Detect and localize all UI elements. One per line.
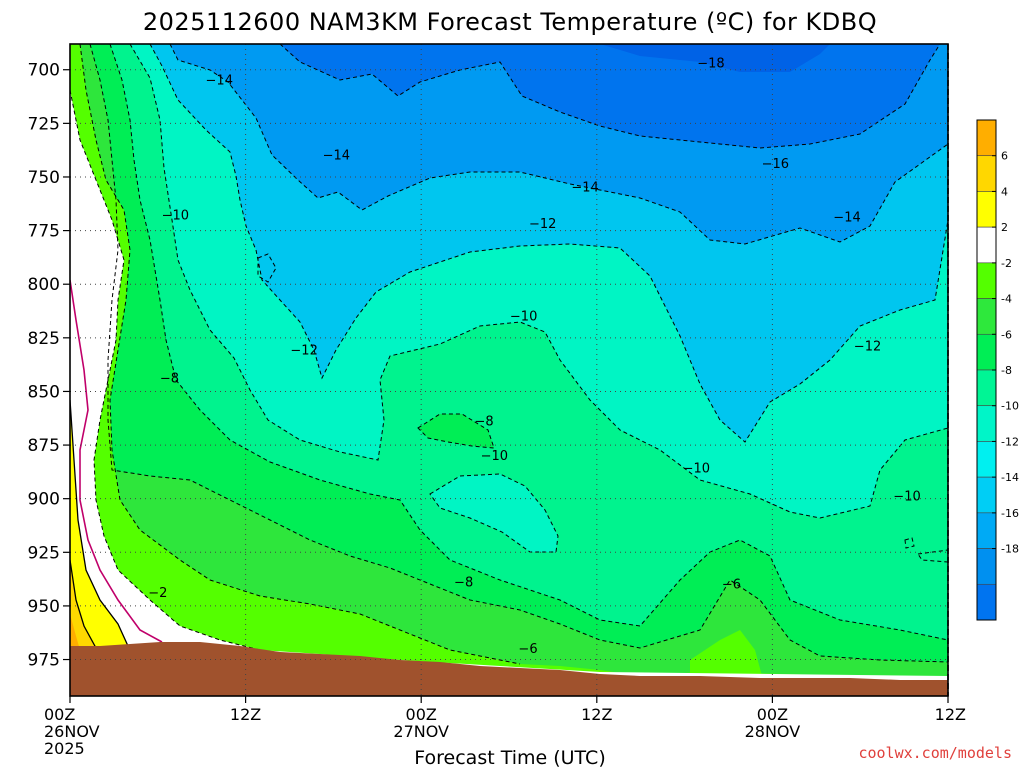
contour-label: −12 xyxy=(290,344,317,359)
band-minus2 xyxy=(70,90,948,696)
y-tick-label: 900 xyxy=(28,490,60,510)
x-tick-label: 27NOV xyxy=(393,722,449,741)
contour-label: −10 xyxy=(481,449,508,464)
colorbar-swatch xyxy=(976,512,997,549)
ground xyxy=(70,642,948,696)
contour-label: −18 xyxy=(697,56,724,71)
contour-label: −8 xyxy=(160,372,179,387)
band-plus2 xyxy=(70,400,128,650)
contour-lines xyxy=(70,44,948,665)
colorbar-tick-label: -4 xyxy=(1001,293,1012,306)
colorbar-swatch xyxy=(976,548,997,585)
contour-labels: −14 −18 −14 −16 −14 −10 −12 −14 −10 −12 −12 −8 −8 −10… xyxy=(148,56,921,657)
contour-label: −6 xyxy=(722,577,741,592)
colorbar-tick-label: -10 xyxy=(1001,400,1019,413)
colorbar-tick-label: 4 xyxy=(1001,185,1008,198)
contour-label: −10 xyxy=(162,209,189,224)
y-tick-label: 925 xyxy=(28,543,60,563)
colorbar-tick-label: -18 xyxy=(1001,543,1019,556)
chart-title: 2025112600 NAM3KM Forecast Temperature (… xyxy=(143,8,877,36)
band-plus4 xyxy=(70,560,96,650)
grid xyxy=(70,44,948,696)
contour-label: −6 xyxy=(518,642,537,657)
contour-label: −12 xyxy=(529,217,556,232)
contour-label: −14 xyxy=(206,73,233,88)
colorbar-tick-label: 2 xyxy=(1001,221,1008,234)
x-tick-label: 28NOV xyxy=(745,722,801,741)
band-minus6 xyxy=(70,44,948,696)
colorbar-tick-label: -16 xyxy=(1001,507,1019,520)
x-tick-label: 12Z xyxy=(935,705,966,724)
credit-text: coolwx.com/models xyxy=(858,744,1012,762)
y-tick-label: 750 xyxy=(28,168,60,188)
colorbar-swatch xyxy=(976,298,997,335)
solid-contours xyxy=(70,279,163,649)
y-tick-label: 850 xyxy=(28,382,60,402)
x-tick-label: 00Z xyxy=(406,705,437,724)
colorbar-swatch xyxy=(976,405,997,442)
contour-label: −14 xyxy=(571,181,598,196)
y-tick-label: 800 xyxy=(28,275,60,295)
contour-label: −16 xyxy=(762,157,789,172)
colorbar-swatch xyxy=(976,476,997,514)
x-tick-label: 00Z xyxy=(44,705,75,724)
colorbar-tick-label: 6 xyxy=(1001,150,1008,163)
y-tick-label: 775 xyxy=(28,222,60,242)
pocket-minus4 xyxy=(690,630,762,680)
y-tick-label: 975 xyxy=(28,651,60,671)
contour-label: −12 xyxy=(854,339,881,354)
x-tick-label: 00Z xyxy=(757,705,788,724)
colorbar-swatch xyxy=(976,191,997,228)
y-axis-ticks: 700 725 750 775 800 825 850 875 900 925 950 975 xyxy=(28,61,70,671)
pocket-minus12 xyxy=(430,474,558,552)
contour-label: −10 xyxy=(893,490,920,505)
x-tick-label: 12Z xyxy=(581,705,612,724)
colorbar-swatch xyxy=(976,333,997,371)
colorbar-tick-label: -8 xyxy=(1001,364,1012,377)
colorbar-swatch xyxy=(976,583,997,621)
colorbar-swatch xyxy=(976,226,997,264)
colorbar-swatch xyxy=(976,262,997,299)
colorbar-tick-label: -14 xyxy=(1001,471,1019,484)
contour-label: −10 xyxy=(510,309,537,324)
colorbar: 6 4 2 -2 -4 -6 -8 -10 -12 -14 -16 -18 xyxy=(976,119,1019,621)
x-axis-label: Forecast Time (UTC) xyxy=(414,747,605,768)
colorbar-tick-label: -12 xyxy=(1001,435,1019,448)
colorbar-swatch xyxy=(976,119,997,157)
colorbar-swatch xyxy=(976,155,997,192)
y-tick-label: 875 xyxy=(28,436,60,456)
colorbar-tick-label: -6 xyxy=(1001,328,1012,341)
contour-label: −2 xyxy=(148,586,167,601)
y-tick-label: 725 xyxy=(28,114,60,134)
colorbar-swatch xyxy=(976,369,997,407)
x-tick-label: 12Z xyxy=(230,705,261,724)
contour-label: −14 xyxy=(323,149,350,164)
x-tick-label: 2025 xyxy=(44,739,85,758)
y-tick-label: 825 xyxy=(28,329,60,349)
contour-label: −14 xyxy=(833,211,860,226)
y-tick-label: 700 xyxy=(28,61,60,81)
colorbar-tick-label: -2 xyxy=(1001,257,1012,270)
contour-label: −10 xyxy=(683,462,710,477)
y-tick-label: 950 xyxy=(28,597,60,617)
colorbar-swatch xyxy=(976,441,997,478)
x-tick-label: 26NOV xyxy=(44,722,100,741)
contour-label: −8 xyxy=(454,575,473,590)
contour-label: −8 xyxy=(475,414,494,429)
band-plus6 xyxy=(70,614,80,650)
